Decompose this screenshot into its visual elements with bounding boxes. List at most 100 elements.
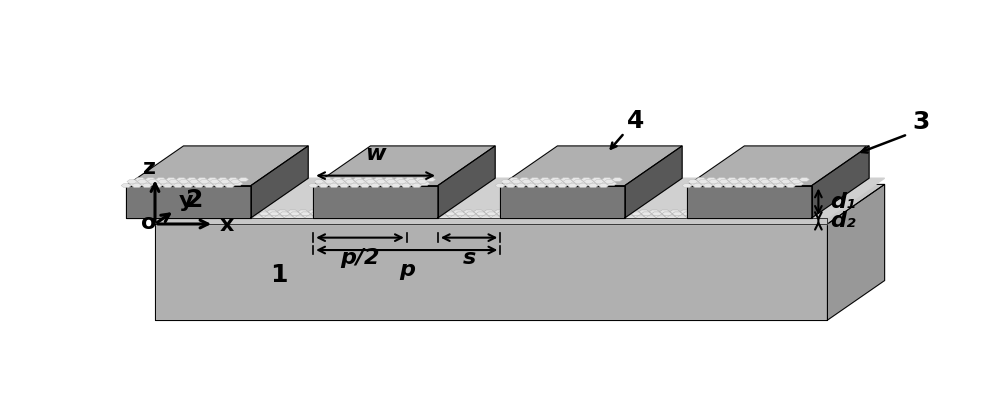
Polygon shape (768, 178, 779, 181)
Polygon shape (416, 214, 427, 218)
Polygon shape (742, 210, 753, 214)
Polygon shape (387, 216, 398, 220)
Polygon shape (507, 212, 517, 216)
Polygon shape (210, 214, 220, 218)
Polygon shape (615, 216, 625, 220)
Polygon shape (406, 214, 416, 218)
Polygon shape (417, 180, 428, 183)
Polygon shape (290, 212, 300, 216)
Polygon shape (700, 182, 711, 185)
Polygon shape (793, 182, 804, 185)
Polygon shape (781, 180, 791, 183)
Polygon shape (439, 216, 449, 220)
Polygon shape (422, 210, 432, 214)
Polygon shape (623, 214, 633, 218)
Polygon shape (466, 212, 476, 216)
Polygon shape (145, 178, 156, 181)
Polygon shape (152, 184, 162, 187)
Polygon shape (354, 214, 365, 218)
Polygon shape (592, 178, 602, 181)
Polygon shape (513, 182, 524, 185)
Polygon shape (522, 216, 532, 220)
Polygon shape (532, 180, 542, 183)
Polygon shape (232, 182, 243, 185)
Polygon shape (664, 214, 674, 218)
Polygon shape (333, 214, 344, 218)
Polygon shape (355, 180, 366, 183)
Polygon shape (352, 212, 362, 216)
Polygon shape (251, 214, 261, 218)
Text: p/2: p/2 (340, 248, 380, 268)
Text: z: z (143, 158, 156, 177)
Polygon shape (243, 216, 253, 220)
Polygon shape (587, 210, 598, 214)
Text: d₁: d₁ (830, 192, 856, 212)
Polygon shape (131, 184, 142, 187)
Polygon shape (536, 210, 546, 214)
Polygon shape (405, 178, 415, 181)
Polygon shape (207, 178, 218, 181)
Polygon shape (298, 210, 308, 214)
Polygon shape (594, 216, 604, 220)
Polygon shape (569, 212, 579, 216)
Polygon shape (726, 214, 736, 218)
Polygon shape (176, 212, 187, 216)
Polygon shape (238, 212, 249, 216)
Polygon shape (308, 210, 319, 214)
Polygon shape (447, 214, 458, 218)
Polygon shape (168, 214, 179, 218)
Polygon shape (680, 210, 691, 214)
Polygon shape (480, 216, 491, 220)
Polygon shape (718, 216, 728, 220)
Polygon shape (150, 182, 160, 185)
Polygon shape (170, 182, 181, 185)
Polygon shape (409, 182, 419, 185)
Polygon shape (179, 214, 189, 218)
Polygon shape (476, 212, 486, 216)
Polygon shape (183, 184, 193, 187)
Polygon shape (736, 214, 747, 218)
Polygon shape (311, 212, 321, 216)
Polygon shape (282, 214, 292, 218)
Polygon shape (370, 210, 381, 214)
Polygon shape (739, 216, 749, 220)
Polygon shape (567, 184, 578, 187)
Polygon shape (189, 180, 199, 183)
Polygon shape (360, 184, 370, 187)
Polygon shape (204, 184, 214, 187)
Polygon shape (470, 216, 480, 220)
Polygon shape (550, 178, 561, 181)
Polygon shape (517, 212, 528, 216)
Polygon shape (604, 216, 615, 220)
Polygon shape (228, 178, 238, 181)
Polygon shape (552, 180, 563, 183)
Polygon shape (737, 178, 748, 181)
Polygon shape (495, 184, 505, 187)
Polygon shape (592, 214, 602, 218)
Polygon shape (313, 146, 495, 186)
Polygon shape (586, 182, 596, 185)
Polygon shape (652, 212, 662, 216)
Polygon shape (215, 210, 226, 214)
Polygon shape (257, 210, 267, 214)
Polygon shape (329, 184, 339, 187)
Polygon shape (318, 184, 329, 187)
Polygon shape (685, 214, 695, 218)
Polygon shape (643, 214, 654, 218)
Polygon shape (391, 184, 401, 187)
Polygon shape (727, 178, 737, 181)
Polygon shape (693, 212, 703, 216)
Polygon shape (722, 210, 732, 214)
Polygon shape (662, 212, 672, 216)
Polygon shape (728, 216, 739, 220)
Polygon shape (374, 178, 384, 181)
Text: 4: 4 (626, 109, 644, 133)
Polygon shape (602, 214, 612, 218)
Polygon shape (174, 210, 184, 214)
Polygon shape (220, 214, 230, 218)
Polygon shape (407, 180, 417, 183)
Polygon shape (127, 180, 137, 183)
Polygon shape (783, 182, 793, 185)
Polygon shape (760, 180, 770, 183)
Polygon shape (214, 184, 224, 187)
